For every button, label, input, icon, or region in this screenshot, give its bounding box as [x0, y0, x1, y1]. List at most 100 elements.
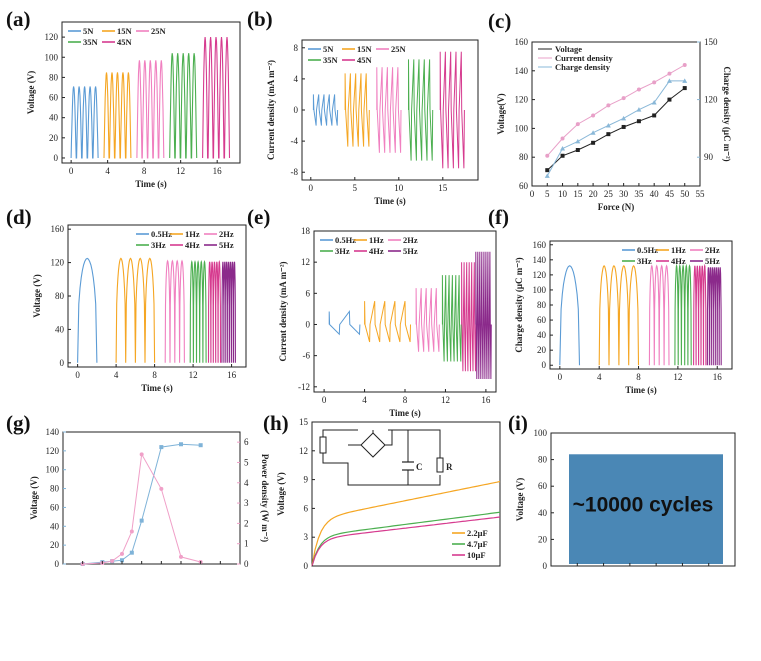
- y-tick-label-g: 140: [46, 427, 60, 437]
- y-tick-label-g: 0: [55, 559, 60, 569]
- series-line-e: [441, 275, 462, 362]
- y-tick-label-b: 4: [294, 74, 299, 84]
- series-line-f: [648, 264, 670, 366]
- y-tick-label-g: 120: [46, 446, 60, 456]
- marker-c: [682, 63, 687, 68]
- y-tick-label-i: 20: [538, 534, 548, 544]
- legend-label-d: 3Hz: [151, 240, 166, 250]
- y-tick-label-f: 140: [533, 255, 547, 265]
- x-tick-label-b: 10: [394, 183, 404, 193]
- x-tick-label-a: 0: [69, 166, 74, 176]
- x-tick-label-c: 20: [589, 189, 599, 199]
- series-line-g: [82, 443, 201, 565]
- series-line-h: [311, 480, 501, 567]
- y-tick-label-a: 100: [45, 52, 59, 62]
- y-tick-label-d: 0: [60, 358, 65, 368]
- y-tick-label-h: 12: [299, 446, 308, 456]
- plot-frame-i: [550, 432, 736, 567]
- x-axis-label-b: Time (s): [374, 196, 406, 206]
- y-tick-label-c: 160: [515, 37, 529, 47]
- legend-label-d: 4Hz: [185, 240, 200, 250]
- series-line-f: [706, 267, 722, 366]
- legend-label-f: 3Hz: [637, 256, 652, 266]
- marker-c: [605, 123, 611, 128]
- legend-label-h: 2.2μF: [467, 528, 488, 538]
- y-tick-label-d: 120: [51, 258, 65, 268]
- bridge-rectifier: [348, 430, 393, 458]
- legend-label-f: 1Hz: [671, 245, 686, 255]
- x-tick-label-c: 25: [604, 189, 614, 199]
- x-tick-label-d: 0: [75, 370, 80, 380]
- y-tick-label-g: 40: [50, 521, 60, 531]
- x-tick-label-c: 0: [530, 189, 535, 199]
- y2-tick-label-g: 0: [244, 559, 249, 569]
- x-tick-label-c: 45: [665, 189, 675, 199]
- x-tick-label-e: 8: [403, 395, 408, 405]
- panel-label-c: (c): [488, 9, 511, 33]
- resistor-label: R: [446, 462, 453, 472]
- x-tick-label-e: 4: [362, 395, 367, 405]
- marker-c: [545, 168, 550, 173]
- y-tick-label-d: 80: [55, 291, 65, 301]
- marker-c: [636, 107, 642, 112]
- legend-label-f: 2Hz: [705, 245, 720, 255]
- legend-label-b: 5N: [323, 44, 334, 54]
- x-tick-label-d: 16: [227, 370, 237, 380]
- series-line-a: [169, 53, 198, 159]
- legend-label-f: 5Hz: [705, 256, 720, 266]
- y-axis-label-g: Voltage (V): [29, 476, 39, 519]
- y-tick-label-h: 9: [304, 475, 309, 485]
- x-tick-label-a: 12: [176, 166, 185, 176]
- marker-c: [544, 173, 550, 178]
- marker-g: [120, 558, 124, 563]
- marker-c: [636, 87, 641, 92]
- series-line-g: [82, 452, 201, 565]
- legend-label-f: 4Hz: [671, 256, 686, 266]
- y2-tick-label-c: 120: [704, 95, 718, 105]
- series-line-a: [70, 86, 99, 159]
- series-line-e: [328, 310, 361, 336]
- y-tick-label-e: -6: [303, 351, 311, 361]
- y-tick-label-f: 100: [533, 285, 547, 295]
- x-axis-label-d: Time (s): [141, 383, 173, 393]
- marker-c: [621, 124, 626, 129]
- y-axis-label-e: Current density (mA m⁻²): [278, 261, 288, 361]
- legend-label-d: 2Hz: [219, 229, 234, 239]
- y-tick-label-f: 160: [533, 240, 547, 250]
- y-tick-label-a: 20: [49, 133, 59, 143]
- x-axis-label-e: Time (s): [389, 408, 421, 418]
- x-tick-label-b: 15: [438, 183, 448, 193]
- x-tick-label-f: 8: [636, 372, 641, 382]
- series-line-f: [693, 263, 707, 366]
- y-tick-label-g: 80: [50, 484, 60, 494]
- y-tick-label-c: 100: [515, 123, 529, 133]
- legend-label-f: 0.5Hz: [637, 245, 658, 255]
- series-line-e: [364, 301, 411, 343]
- y-tick-label-a: 60: [49, 93, 59, 103]
- series-line-f: [674, 263, 692, 366]
- legend-label-e: 3Hz: [335, 246, 350, 256]
- y2-tick-label-c: 90: [704, 152, 714, 162]
- marker-c: [652, 80, 657, 85]
- panel-label-f: (f): [488, 205, 509, 229]
- y2-axis-label-g: Power density (W m⁻²): [260, 454, 270, 542]
- y-tick-label-g: 60: [50, 502, 60, 512]
- y-tick-label-c: 120: [515, 95, 529, 105]
- x-tick-label-c: 50: [680, 189, 690, 199]
- x-tick-label-c: 15: [573, 189, 583, 199]
- series-line-h: [311, 516, 501, 567]
- y-tick-label-a: 120: [45, 32, 59, 42]
- legend-label-a: 35N: [83, 37, 99, 47]
- y-tick-label-h: 0: [304, 561, 309, 571]
- legend-label-a: 5N: [83, 26, 94, 36]
- series-line-d: [77, 257, 98, 363]
- y2-tick-label-c: 150: [704, 37, 718, 47]
- y2-tick-label-g: 1: [244, 539, 249, 549]
- marker-g: [159, 486, 164, 491]
- y-axis-label-c: Voltage(V): [496, 93, 506, 134]
- y-tick-label-d: 40: [55, 324, 65, 334]
- y-axis-label-b: Current density (mA m⁻²): [266, 60, 276, 160]
- marker-c: [606, 103, 611, 108]
- y-tick-label-b: -4: [291, 136, 299, 146]
